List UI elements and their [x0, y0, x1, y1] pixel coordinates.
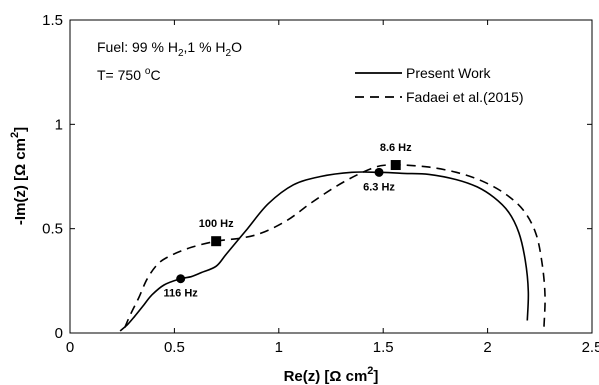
x-tick-label: 2	[483, 339, 491, 356]
x-tick-label: 0	[66, 339, 74, 356]
frequency-marker-circle	[374, 167, 384, 177]
y-tick-label: 1.5	[42, 12, 63, 29]
y-axis-title: -Im(z) [Ω cm2]	[9, 127, 29, 225]
frequency-label: 8.6 Hz	[380, 142, 412, 154]
temperature-annotation: T= 750 oC	[97, 66, 161, 83]
axis-ticks: 0 0.5 1 1.5 2 2.5 0 0.5 1 1.5	[42, 12, 599, 356]
series-line-fadaei	[123, 164, 546, 330]
frequency-marker-square	[211, 236, 222, 247]
series-line-present-work	[119, 171, 530, 332]
legend-label-fadaei: Fadaei et al.(2015)	[406, 89, 524, 105]
frequency-marker-circle	[176, 274, 186, 284]
x-axis-title: Re(z) [Ω cm2]	[284, 365, 379, 385]
x-tick-label: 1.5	[373, 339, 394, 356]
legend-label-present-work: Present Work	[406, 65, 492, 81]
legend: Present Work Fadaei et al.(2015)	[355, 65, 524, 105]
y-tick-label: 0.5	[42, 221, 63, 238]
y-tick-label: 0	[55, 325, 63, 342]
fuel-annotation: Fuel: 99 % H2,1 % H2O	[97, 39, 242, 59]
marker-layer: 116 Hz 6.3 Hz 100 Hz 8.6 Hz	[164, 142, 413, 300]
frequency-label: 6.3 Hz	[363, 181, 395, 193]
frequency-marker-square	[390, 160, 401, 171]
frequency-label: 100 Hz	[199, 218, 234, 230]
series-layer	[119, 164, 546, 332]
x-tick-label: 0.5	[164, 339, 185, 356]
plot-frame	[69, 19, 593, 334]
x-tick-label: 1	[275, 339, 283, 356]
y-tick-label: 1	[55, 116, 63, 133]
x-tick-label: 2.5	[582, 339, 599, 356]
frequency-label: 116 Hz	[164, 288, 199, 300]
